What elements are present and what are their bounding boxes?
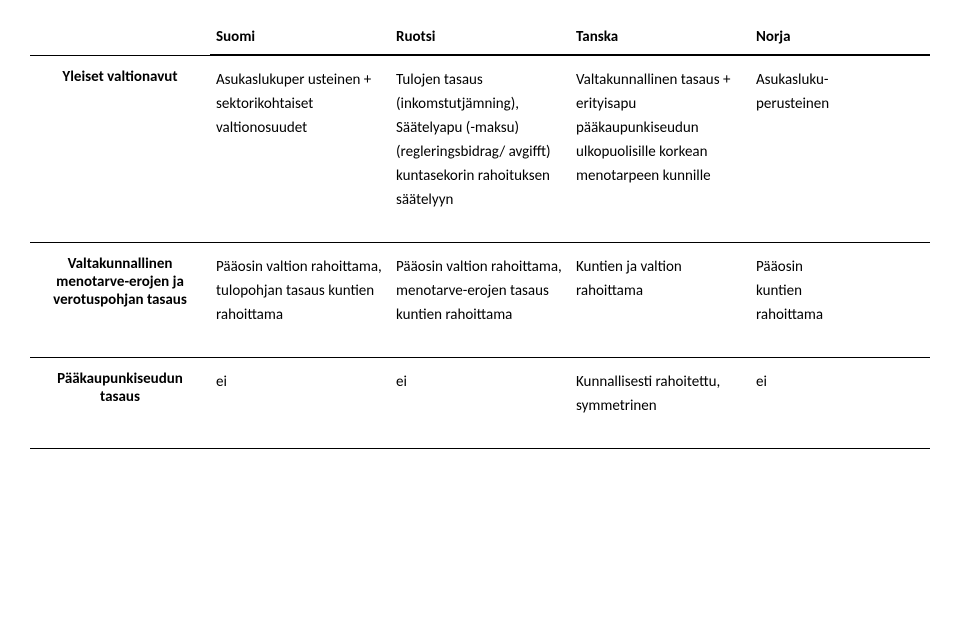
cell: Tulojen tasaus (inkomstutjämning),Säätel… [390, 55, 570, 243]
col-header-suomi: Suomi [210, 20, 390, 55]
cell: Kunnallisesti rahoitettu, symmetrinen [570, 358, 750, 449]
col-header-tanska: Tanska [570, 20, 750, 55]
col-header-empty [30, 20, 210, 55]
col-header-ruotsi: Ruotsi [390, 20, 570, 55]
table-header: Suomi Ruotsi Tanska Norja [30, 20, 930, 55]
col-header-norja: Norja [750, 20, 930, 55]
cell: Pääosin valtion rahoittama, menotarve-er… [390, 243, 570, 358]
table-row: Valtakunnallinen menotarve-erojen ja ver… [30, 243, 930, 358]
cell: ei [210, 358, 390, 449]
cell: Asukasluku-perusteinen [750, 55, 930, 243]
cell: Pääosin valtion rahoittama, tulopohjan t… [210, 243, 390, 358]
row-header: Pääkaupunkiseudun tasaus [30, 358, 210, 449]
cell: Asukaslukuper usteinen + sektorikohtaise… [210, 55, 390, 243]
table-row: Pääkaupunkiseudun tasaus ei ei Kunnallis… [30, 358, 930, 449]
cell: ei [390, 358, 570, 449]
cell: Kuntien ja valtion rahoittama [570, 243, 750, 358]
cell: Pääosinkuntienrahoittama [750, 243, 930, 358]
comparison-table: Suomi Ruotsi Tanska Norja Yleiset valtio… [30, 20, 930, 449]
cell: ei [750, 358, 930, 449]
row-header: Valtakunnallinen menotarve-erojen ja ver… [30, 243, 210, 358]
row-header: Yleiset valtionavut [30, 55, 210, 243]
table-row: Yleiset valtionavut Asukaslukuper ustein… [30, 55, 930, 243]
cell: Valtakunnallinen tasaus + erityisapu pää… [570, 55, 750, 243]
